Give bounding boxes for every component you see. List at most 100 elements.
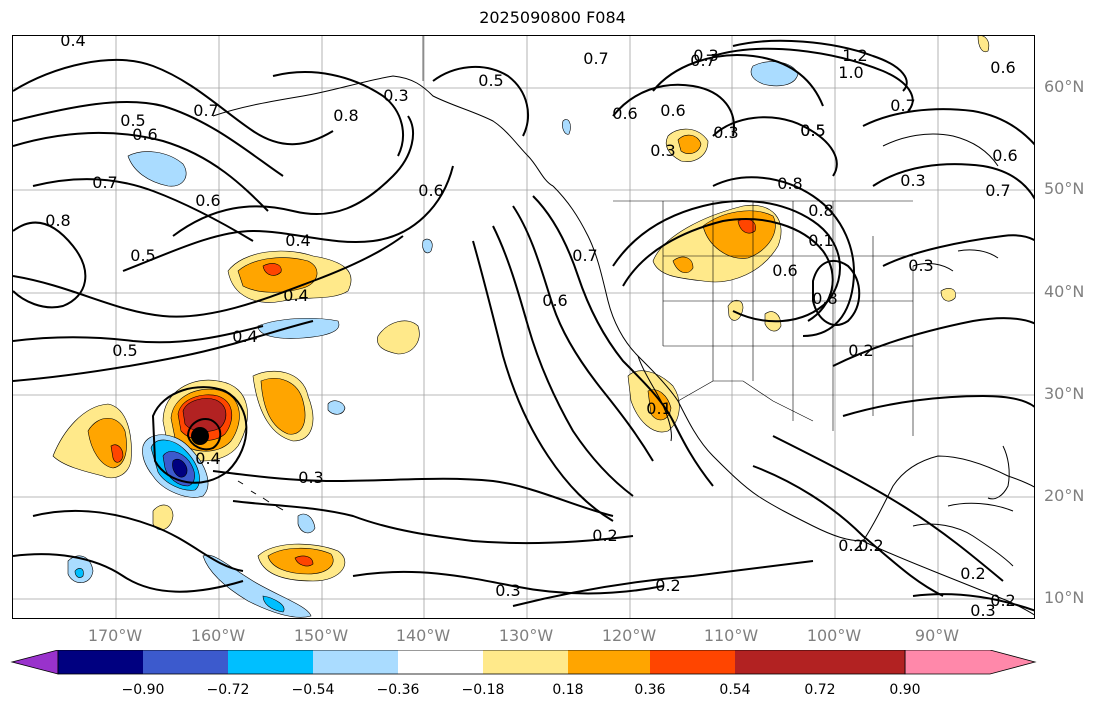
contour-0p4-mid bbox=[13, 235, 404, 318]
colorbar-segment bbox=[650, 650, 735, 674]
contour-label: 0.6 bbox=[132, 125, 157, 144]
contour-label: 0.1 bbox=[646, 399, 671, 418]
anomaly-cold-south bbox=[202, 554, 312, 618]
anomaly-warm-rockies-b bbox=[672, 256, 694, 274]
contour-label: 0.6 bbox=[418, 181, 443, 200]
contour-canada-a bbox=[652, 54, 824, 107]
contour-label: 0.3 bbox=[495, 581, 520, 600]
anomaly-warm-small-2 bbox=[377, 320, 420, 355]
contour-gulf-a bbox=[752, 465, 944, 597]
anomaly-warm-baja-mid bbox=[647, 389, 672, 421]
contour-0p2-south bbox=[13, 553, 244, 593]
contour-label: 0.7 bbox=[193, 101, 218, 120]
contour-label: 0.3 bbox=[713, 123, 738, 142]
coastlines bbox=[212, 75, 1034, 616]
contour-1p2 bbox=[732, 39, 908, 92]
coast-gulf-of-mexico bbox=[862, 455, 1034, 542]
coast-bc-to-california bbox=[552, 185, 864, 542]
contour-east-e bbox=[842, 394, 1034, 417]
contour-0p4-south bbox=[13, 320, 314, 382]
lon-label: 100°W bbox=[806, 626, 862, 645]
lat-label: 20°N bbox=[1044, 486, 1085, 505]
lat-label: 40°N bbox=[1044, 282, 1085, 301]
colorbar-left-extend bbox=[10, 650, 59, 675]
anomaly-cold-bc bbox=[562, 119, 571, 135]
anomaly-cold-pac-mid bbox=[257, 317, 340, 339]
colorbar bbox=[10, 650, 1037, 675]
contour-0p2-pac bbox=[232, 500, 634, 545]
anomaly-warm-ne-canada bbox=[977, 36, 990, 53]
borders bbox=[422, 36, 914, 436]
contour-0p4-north bbox=[13, 59, 334, 146]
map-panel: 0.4 0.5 0.6 0.7 0.8 0.6 0.5 0.4 0.4 0.5 … bbox=[12, 35, 1035, 619]
colorbar-segment bbox=[398, 650, 483, 674]
contour-label: 0.5 bbox=[800, 121, 825, 140]
contour-label: 0.5 bbox=[120, 111, 145, 130]
anomaly-warm-east-mid bbox=[260, 378, 306, 435]
contour-label: 0.8 bbox=[812, 289, 837, 308]
colorbar-tick-label: 0.54 bbox=[719, 682, 751, 698]
lon-label: 110°W bbox=[703, 626, 759, 645]
contour-label: 0.3 bbox=[900, 171, 925, 190]
coast-cuba bbox=[947, 502, 1014, 512]
contour-label: 0.7 bbox=[583, 49, 608, 68]
contour-label: 0.6 bbox=[772, 261, 797, 280]
contour-label: 0.6 bbox=[992, 146, 1017, 165]
colorbar-tick-label: −0.54 bbox=[291, 682, 335, 698]
contour-east-a bbox=[862, 108, 1034, 146]
coast-hudson bbox=[882, 133, 999, 167]
contour-label: 0.6 bbox=[660, 101, 685, 120]
contour-coast-b bbox=[512, 205, 654, 462]
contour-label: 0.2 bbox=[990, 591, 1015, 610]
contour-label: 0.7 bbox=[890, 96, 915, 115]
contour-label: 0.4 bbox=[60, 36, 85, 50]
contour-coast-d bbox=[472, 240, 614, 522]
contour-inner-a bbox=[612, 200, 841, 323]
contour-label: 0.7 bbox=[985, 181, 1010, 200]
colorbar-tick-label: 0.72 bbox=[804, 682, 836, 698]
contour-lines bbox=[13, 39, 1034, 612]
contour-coast-c bbox=[492, 225, 634, 497]
contour-label: 0.8 bbox=[333, 106, 358, 125]
anomaly-cold-aleutian bbox=[127, 151, 187, 187]
colorbar-tick-label: −0.72 bbox=[206, 682, 250, 698]
contour-0p3-pac bbox=[212, 470, 614, 517]
contour-label: 0.7 bbox=[92, 173, 117, 192]
colorbar-tick-label: −0.36 bbox=[376, 682, 420, 698]
contour-label: 0.3 bbox=[383, 86, 408, 105]
contour-label: 0.3 bbox=[970, 601, 995, 619]
contour-gulf-b bbox=[772, 435, 1004, 582]
colorbar-tick-label: 0.36 bbox=[634, 682, 666, 698]
contour-label: 1.0 bbox=[838, 63, 863, 82]
coast-central-america bbox=[862, 540, 1034, 616]
contour-gulf-ak bbox=[432, 65, 529, 137]
contour-1p0 bbox=[712, 47, 914, 112]
anomaly-warm-west-core bbox=[110, 444, 124, 463]
colorbar-outline bbox=[57, 650, 906, 675]
anomaly-cold-small-3 bbox=[327, 400, 346, 415]
coast-great-lakes bbox=[912, 249, 999, 272]
contour-east-c bbox=[882, 234, 1034, 267]
lon-label: 140°W bbox=[395, 626, 451, 645]
contour-0p3-bottom bbox=[352, 570, 664, 595]
contour-0p5-north bbox=[13, 101, 284, 177]
colorbar-tick-label: −0.18 bbox=[461, 682, 505, 698]
contour-0p2-bottom bbox=[512, 560, 814, 607]
lat-label: 30°N bbox=[1044, 384, 1085, 403]
lon-label: 160°W bbox=[190, 626, 246, 645]
contour-east-d bbox=[832, 317, 1034, 367]
contour-label: 0.6 bbox=[612, 104, 637, 123]
anomaly-warm-rockies-mid bbox=[702, 210, 776, 259]
lon-label: 90°W bbox=[914, 626, 960, 645]
contour-label: 0.4 bbox=[283, 286, 308, 305]
storm-center-marker bbox=[191, 427, 209, 445]
contour-label: 0.7 bbox=[690, 51, 715, 70]
coast-alaska bbox=[212, 75, 554, 187]
contour-label-group: 0.4 0.5 0.6 0.7 0.8 0.6 0.5 0.4 0.4 0.5 … bbox=[45, 36, 1017, 619]
lon-label: 120°W bbox=[601, 626, 657, 645]
contour-label: 0.3 bbox=[908, 256, 933, 275]
map-title: 2025090800 F084 bbox=[479, 8, 626, 27]
contour-label: 0.5 bbox=[478, 71, 503, 90]
contour-label: 0.5 bbox=[800, 121, 825, 140]
colorbar-tick-label: −0.90 bbox=[121, 682, 165, 698]
